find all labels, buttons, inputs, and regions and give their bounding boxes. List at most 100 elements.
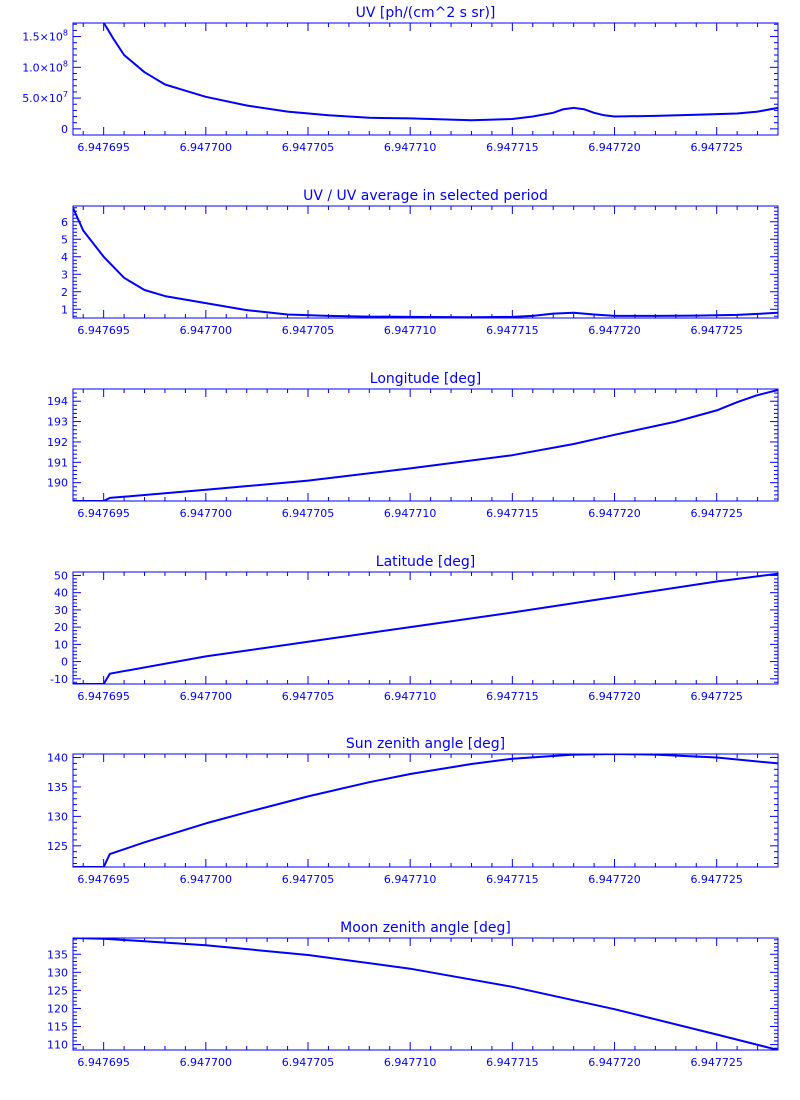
series-line [73,754,778,867]
plot-frame [72,205,779,319]
y-tick-label: 1 [61,303,68,316]
x-tick-label: 6.947705 [282,1056,335,1069]
y-tick-label: 140 [47,752,68,765]
x-tick-label: 6.947720 [588,690,641,703]
y-tick-label: 1.0×108 [22,59,68,74]
y-tick-label: 2 [61,286,68,299]
x-tick-label: 6.947710 [384,324,437,337]
y-tick-label-base: 5.0×10 [22,92,63,105]
y-tick-label-base: 1.0×10 [22,61,63,74]
x-tick-label: 6.947700 [180,1056,233,1069]
panel-uv: UV [ph/(cm^2 s sr)] 6.947695 6.947700 6.947… [22,5,779,154]
x-tick-label: 6.947700 [180,873,233,886]
x-tick-label: 6.947715 [486,507,539,520]
y-tick-label: 3 [61,268,68,281]
y-tick-label-exponent: 7 [63,90,68,99]
plot-frame [72,571,779,685]
x-tick-label: 6.947720 [588,873,641,886]
series-line [73,938,778,1050]
x-tick-label: 6.947725 [690,1056,743,1069]
y-tick-label: 125 [47,840,68,853]
x-tick-label: 6.947725 [690,324,743,337]
x-tick-label: 6.947710 [384,873,437,886]
plot-frame [72,937,779,1051]
y-tick-label: 4 [61,251,68,264]
y-tick-label: 10 [54,638,68,651]
x-tick-label: 6.947695 [77,873,130,886]
x-tick-label: 6.947720 [588,141,641,154]
panel-sun-zenith: Sun zenith angle [deg] 6.947695 6.947700 6.… [47,736,779,886]
plot-frame [72,388,779,502]
x-tick-label: 6.947710 [384,141,437,154]
x-tick-label: 6.947720 [588,324,641,337]
y-tick-label-base: 1.5×10 [22,31,63,44]
x-tick-label: 6.947700 [180,324,233,337]
x-tick-label: 6.947715 [486,141,539,154]
y-tick-label: 110 [47,1039,68,1052]
chart-title: Latitude [deg] [376,554,475,570]
x-tick-label: 6.947725 [690,873,743,886]
y-tick-label-exponent: 8 [63,59,68,68]
panel-moon-zenith: Moon zenith angle [deg] 6.947695 6.947700 6… [47,920,779,1069]
y-tick-label: 5 [61,233,68,246]
y-tick-label: 194 [47,395,68,408]
y-tick-label: 190 [47,477,68,490]
y-tick-label-base: 0 [61,123,68,136]
y-tick-label: 6 [61,216,68,229]
x-tick-label: 6.947710 [384,690,437,703]
x-tick-label: 6.947725 [690,141,743,154]
x-tick-label: 6.947720 [588,507,641,520]
y-tick-label: 40 [54,587,68,600]
chart-title: Sun zenith angle [deg] [346,736,505,752]
y-tick-label: 30 [54,604,68,617]
y-tick-label: 0 [61,123,68,136]
x-tick-label: 6.947705 [282,690,335,703]
plot-frame [72,22,779,136]
panel-latitude: Latitude [deg] 6.947695 6.947700 6.947705 6.… [50,554,779,703]
x-tick-label: 6.947695 [77,141,130,154]
y-tick-label: 193 [47,416,68,429]
y-tick-label: 135 [47,948,68,961]
x-tick-label: 6.947715 [486,1056,539,1069]
x-tick-label: 6.947705 [282,507,335,520]
y-tick-label: 125 [47,984,68,997]
y-tick-label: 0 [61,656,68,669]
x-tick-label: 6.947695 [77,324,130,337]
chart-title: UV [ph/(cm^2 s sr)] [356,5,496,21]
x-tick-label: 6.947695 [77,507,130,520]
x-tick-label: 6.947710 [384,1056,437,1069]
x-tick-label: 6.947710 [384,507,437,520]
y-tick-label: 191 [47,456,68,469]
y-tick-label: 130 [47,810,68,823]
y-tick-label: 120 [47,1002,68,1015]
x-tick-label: 6.947705 [282,324,335,337]
x-tick-label: 6.947705 [282,141,335,154]
x-tick-label: 6.947705 [282,873,335,886]
x-tick-label: 6.947715 [486,873,539,886]
y-tick-label: 1.5×108 [22,29,68,44]
x-tick-label: 6.947695 [77,690,130,703]
chart-title: Longitude [deg] [370,371,481,387]
x-tick-label: 6.947700 [180,507,233,520]
y-tick-label-exponent: 8 [63,29,68,38]
y-tick-label: 20 [54,621,68,634]
series-line [73,572,778,684]
x-tick-label: 6.947725 [690,507,743,520]
x-tick-label: 6.947725 [690,690,743,703]
x-tick-label: 6.947720 [588,1056,641,1069]
y-tick-label: 115 [47,1021,68,1034]
series-line [73,389,778,501]
chart-title: Moon zenith angle [deg] [340,920,511,936]
y-tick-label: 5.0×107 [22,90,68,105]
y-tick-label: 50 [54,569,68,582]
panel-uv-ratio: UV / UV average in selected period 6.9476… [61,188,779,337]
x-tick-label: 6.947715 [486,324,539,337]
y-tick-label: 192 [47,436,68,449]
y-tick-label: -10 [50,673,68,686]
y-tick-label: 130 [47,966,68,979]
x-tick-label: 6.947700 [180,141,233,154]
series-line [73,207,778,318]
panel-longitude: Longitude [deg] 6.947695 6.947700 6.947705 6… [47,371,779,520]
x-tick-label: 6.947715 [486,690,539,703]
